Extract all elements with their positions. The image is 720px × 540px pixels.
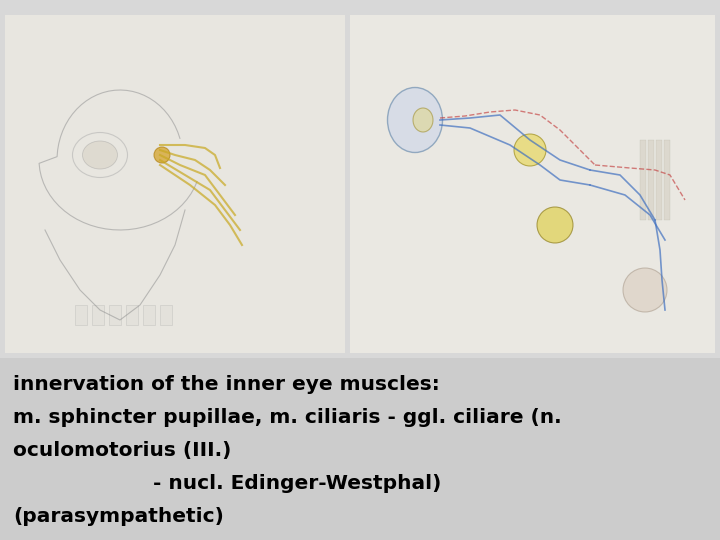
Bar <box>126 305 138 325</box>
Text: - nucl. Edinger-Westphal): - nucl. Edinger-Westphal) <box>13 474 441 493</box>
Bar <box>5 15 345 353</box>
Bar <box>109 305 121 325</box>
Circle shape <box>514 134 546 166</box>
Ellipse shape <box>83 141 117 169</box>
Bar <box>92 305 104 325</box>
Text: (parasympathetic): (parasympathetic) <box>13 507 224 526</box>
Bar <box>664 140 670 220</box>
Bar <box>640 140 646 220</box>
Bar <box>350 15 715 353</box>
Bar <box>648 140 654 220</box>
Bar <box>0 358 720 540</box>
Text: oculomotorius (III.): oculomotorius (III.) <box>13 441 231 460</box>
Bar <box>656 140 662 220</box>
Text: m. sphincter pupillae, m. ciliaris - ggl. ciliare (n.: m. sphincter pupillae, m. ciliaris - ggl… <box>13 408 562 427</box>
Circle shape <box>623 268 667 312</box>
Circle shape <box>537 207 573 243</box>
Bar <box>160 305 172 325</box>
Bar <box>143 305 155 325</box>
Bar <box>75 305 87 325</box>
Bar <box>0 0 720 358</box>
Ellipse shape <box>387 87 443 152</box>
Text: innervation of the inner eye muscles:: innervation of the inner eye muscles: <box>13 375 440 394</box>
Ellipse shape <box>413 108 433 132</box>
Circle shape <box>154 147 170 163</box>
